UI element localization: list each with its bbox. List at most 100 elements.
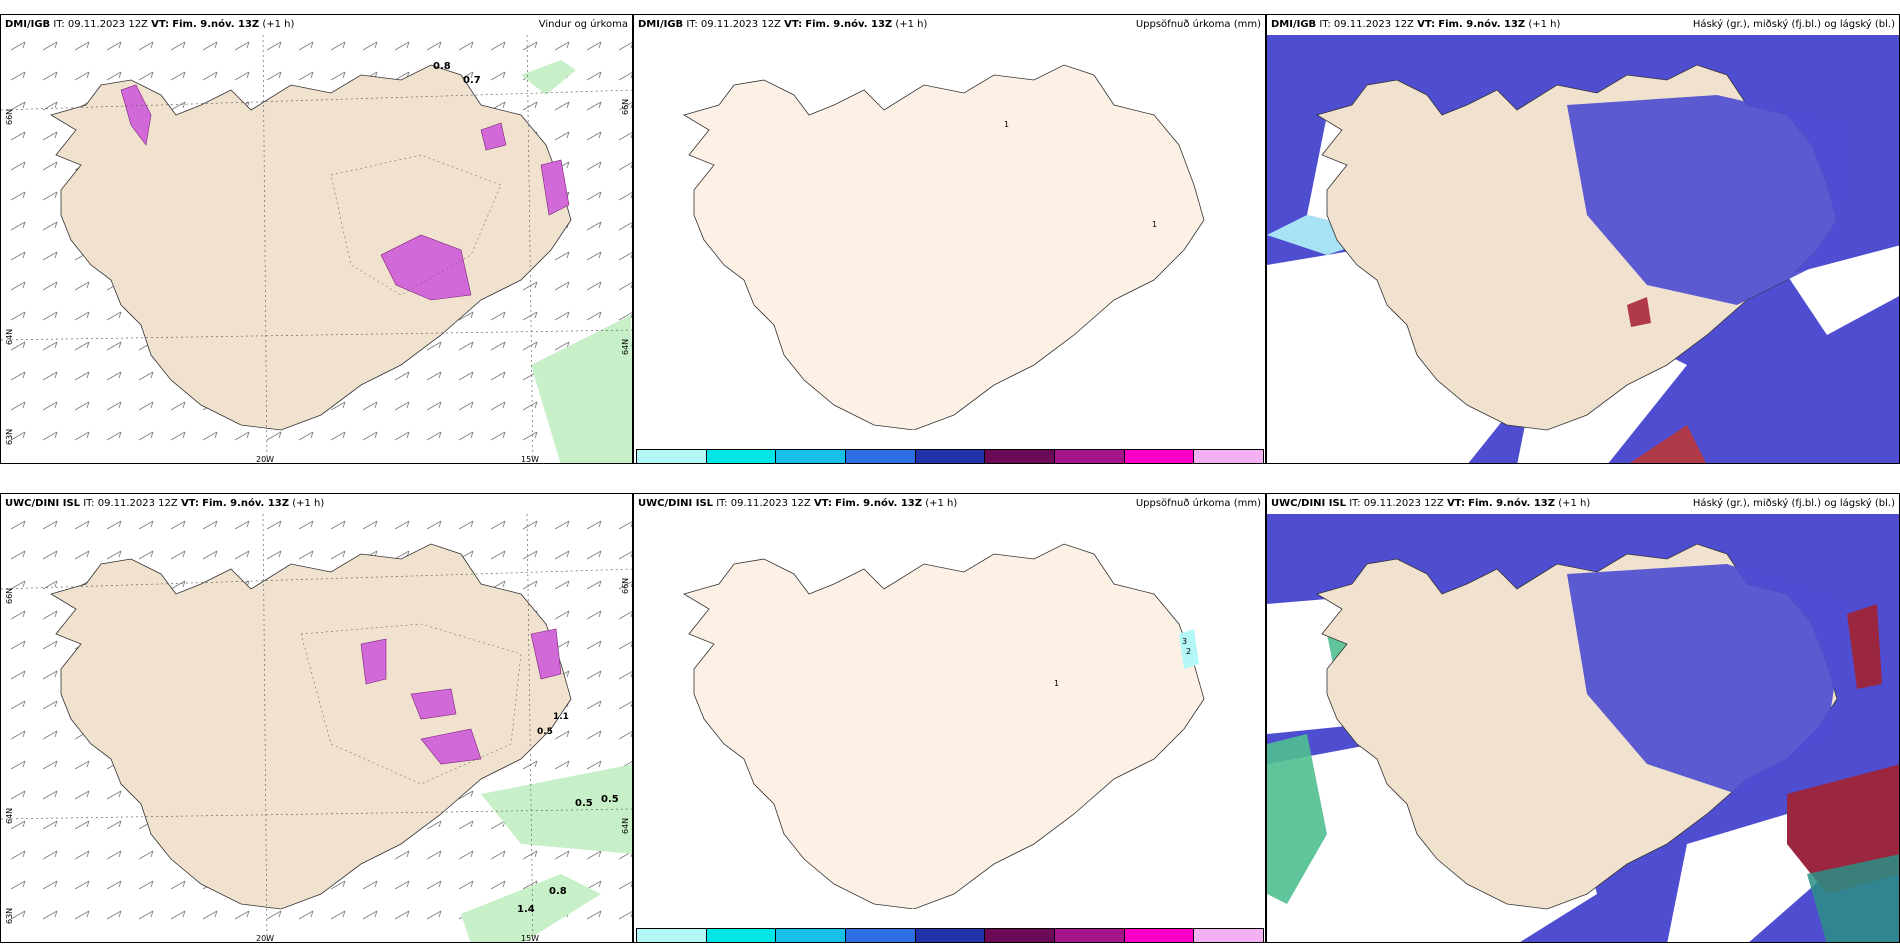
wind-barb xyxy=(74,71,90,81)
wind-barb xyxy=(586,191,602,201)
wind-barb-flag xyxy=(630,223,632,229)
wind-barb-flag xyxy=(406,401,410,409)
wind-barb-flag xyxy=(22,71,26,79)
wind-barb-flag xyxy=(150,880,154,888)
wind-barb xyxy=(490,71,506,81)
it-label: IT: xyxy=(1349,498,1361,509)
colorbar-cell xyxy=(846,450,916,463)
wind-barb xyxy=(138,520,154,530)
wind-barb xyxy=(394,880,410,890)
wind-barb-flag xyxy=(470,520,474,528)
wind-barb xyxy=(10,341,26,351)
wind-barb-flag xyxy=(278,910,282,918)
wind-barb-flag xyxy=(598,281,602,289)
wind-barb-flag xyxy=(406,910,410,918)
wind-barb xyxy=(586,41,602,51)
wind-barb xyxy=(522,520,538,530)
wind-barb xyxy=(138,850,154,860)
vt-label: VT: xyxy=(180,498,199,509)
wind-barb xyxy=(74,760,90,770)
wind-barb-flag xyxy=(118,371,122,379)
wind-barb xyxy=(298,71,314,81)
green-precip-area xyxy=(461,764,632,942)
panel-header: DMI/IGB IT: 09.11.2023 12Z VT: Fim. 9.nó… xyxy=(1,15,632,35)
wind-barb-flag xyxy=(150,371,154,379)
cloud-over-land xyxy=(1567,564,1847,794)
wind-barb-flag xyxy=(278,431,282,439)
vt-value: Fim. 9.nóv. 13Z xyxy=(805,19,893,30)
wind-barb xyxy=(490,341,506,351)
panel-clouds-uwc: UWC/DINI ISL IT: 09.11.2023 12Z VT: Fim.… xyxy=(1266,493,1900,943)
wind-barb xyxy=(106,401,122,411)
wind-barb xyxy=(106,371,122,381)
wind-barb-flag xyxy=(118,820,122,828)
wind-barb-flag xyxy=(86,371,90,379)
map-area: 3 2 1 1 10 25 50 75 100 150 200 400 xyxy=(634,514,1265,942)
pink-precip-cells xyxy=(120,84,570,301)
wind-barb-flag xyxy=(150,71,154,79)
wind-barb-flag xyxy=(54,610,58,618)
wind-barb-flag xyxy=(630,552,632,558)
wind-barb xyxy=(42,41,58,51)
wind-barb xyxy=(298,431,314,441)
wind-barb xyxy=(266,71,282,81)
red-cloud-area xyxy=(1787,604,1899,894)
wind-barb xyxy=(618,312,632,321)
wind-barb-flag xyxy=(54,730,58,738)
wind-barb-flag xyxy=(598,101,602,109)
wind-barb-flag xyxy=(566,850,570,858)
wind-barb xyxy=(426,401,442,411)
pink-precip-cells xyxy=(360,628,562,765)
wind-barb xyxy=(586,101,602,111)
wind-barb xyxy=(42,670,58,680)
wind-barb xyxy=(426,341,442,351)
lat-label: 66N xyxy=(5,108,14,125)
wind-barb xyxy=(618,72,632,81)
wind-barb xyxy=(586,281,602,291)
wind-barb xyxy=(170,41,186,51)
wind-barb-flag xyxy=(470,311,474,319)
wind-barb-flag xyxy=(470,341,474,349)
wind-barb-flag xyxy=(630,912,632,918)
wind-barb xyxy=(618,102,632,111)
it-value: 09.11.2023 12Z xyxy=(1363,498,1444,509)
clouds-map xyxy=(1267,35,1899,463)
wind-barb xyxy=(170,880,186,890)
wind-barb xyxy=(42,191,58,201)
wind-barb-flag xyxy=(502,101,506,109)
wind-barb-flag xyxy=(502,850,506,858)
wind-barb xyxy=(10,850,26,860)
wind-barb-flag xyxy=(342,550,346,558)
wind-barb xyxy=(330,71,346,81)
wind-barb xyxy=(618,551,632,560)
wind-barb xyxy=(618,641,632,650)
wind-barb-flag xyxy=(150,41,154,49)
wind-barb xyxy=(10,71,26,81)
wind-barb xyxy=(490,850,506,860)
lat-label-right: 64N xyxy=(621,817,630,834)
wind-barb xyxy=(74,311,90,321)
wind-barb-flag xyxy=(598,191,602,199)
wind-barb xyxy=(10,610,26,620)
wind-barb xyxy=(554,550,570,560)
wind-barb-flag xyxy=(630,612,632,618)
wind-barb xyxy=(522,341,538,351)
wind-barb xyxy=(586,880,602,890)
colorbar-cell xyxy=(985,929,1056,942)
precip-patch xyxy=(1179,629,1199,669)
wind-barb-flag xyxy=(150,431,154,439)
lat-label: 64N xyxy=(5,328,14,345)
contour-label: 0.8 xyxy=(433,61,451,72)
wind-barb xyxy=(522,101,538,111)
wind-barb xyxy=(106,71,122,81)
wind-barb xyxy=(426,431,442,441)
wind-barb xyxy=(426,880,442,890)
wind-barb xyxy=(138,910,154,920)
wind-barb-flag xyxy=(374,880,378,888)
wind-barb xyxy=(10,431,26,441)
wind-barb xyxy=(618,611,632,620)
wind-barb xyxy=(522,41,538,51)
wind-barb-flag xyxy=(246,71,250,79)
wind-barb xyxy=(618,162,632,171)
wind-barb xyxy=(234,550,250,560)
